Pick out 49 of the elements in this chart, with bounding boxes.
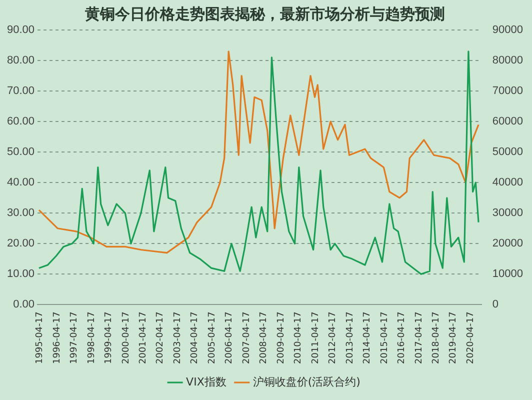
x-tick-label: 1996-04-17 [52,312,62,364]
x-tick-label: 2012-04-17 [328,312,338,364]
y-tick-label: 60.00 [6,116,35,128]
x-tick-label: 2009-04-17 [276,312,286,364]
x-tick-label: 2015-04-17 [380,312,390,364]
y2-tick-label: 60000 [492,116,524,128]
x-tick-label: 2010-04-17 [294,312,304,364]
y-tick-label: 50.00 [6,146,35,158]
x-tick-label: 2011-04-17 [310,312,321,364]
x-tick-label: 2004-04-17 [190,312,200,364]
legend-label: 沪铜收盘价(活跃合约) [252,375,360,388]
y2-tick-label: 90000 [492,24,524,36]
y-tick-label: 40.00 [6,176,35,189]
x-tick-label: 2001-04-17 [138,312,149,364]
x-tick-label: 2018-04-17 [432,312,442,364]
x-tick-label: 2006-04-17 [224,312,235,364]
y2-tick-label: 50000 [492,146,524,158]
x-tick-label: 2007-04-17 [242,312,252,364]
y2-tick-label: 40000 [492,176,524,189]
y-tick-label: 30.00 [6,207,35,220]
y-tick-label: 80.00 [6,54,35,67]
y-tick-label: 10.00 [6,268,35,280]
y2-tick-label: 10000 [492,268,524,280]
y2-tick-label: 80000 [492,54,524,67]
x-tick-label: 1997-04-17 [70,312,80,364]
y2-tick-label: 0 [492,298,499,311]
legend-label: VIX指数 [186,375,226,388]
y2-tick-label: 70000 [492,85,524,98]
x-tick-label: 2008-04-17 [259,312,270,364]
y2-tick-label: 20000 [492,238,524,250]
x-tick-label: 2003-04-17 [172,312,183,364]
x-tick-label: 2019-04-17 [448,312,459,364]
x-tick-label: 1995-04-17 [35,312,46,364]
y-tick-label: 70.00 [6,85,35,98]
x-tick-label: 2002-04-17 [156,312,166,364]
x-tick-label: 1998-04-17 [86,312,97,364]
y-tick-label: 0.00 [13,298,35,311]
x-tick-label: 2020-04-17 [466,312,476,364]
x-tick-label: 2017-04-17 [414,312,424,364]
chart-title: 黄铜今日价格走势图表揭秘，最新市场分析与趋势预测 [84,4,445,23]
y-tick-label: 90.00 [6,24,35,36]
y-tick-label: 20.00 [6,238,35,250]
x-tick-label: 2013-04-17 [345,312,356,364]
x-tick-label: 2000-04-17 [121,312,132,364]
x-tick-label: 1999-04-17 [104,312,114,364]
x-tick-label: 2014-04-17 [362,312,373,364]
x-tick-label: 2005-04-17 [207,312,218,364]
y2-tick-label: 30000 [492,207,524,220]
x-tick-label: 2016-04-17 [397,312,408,364]
